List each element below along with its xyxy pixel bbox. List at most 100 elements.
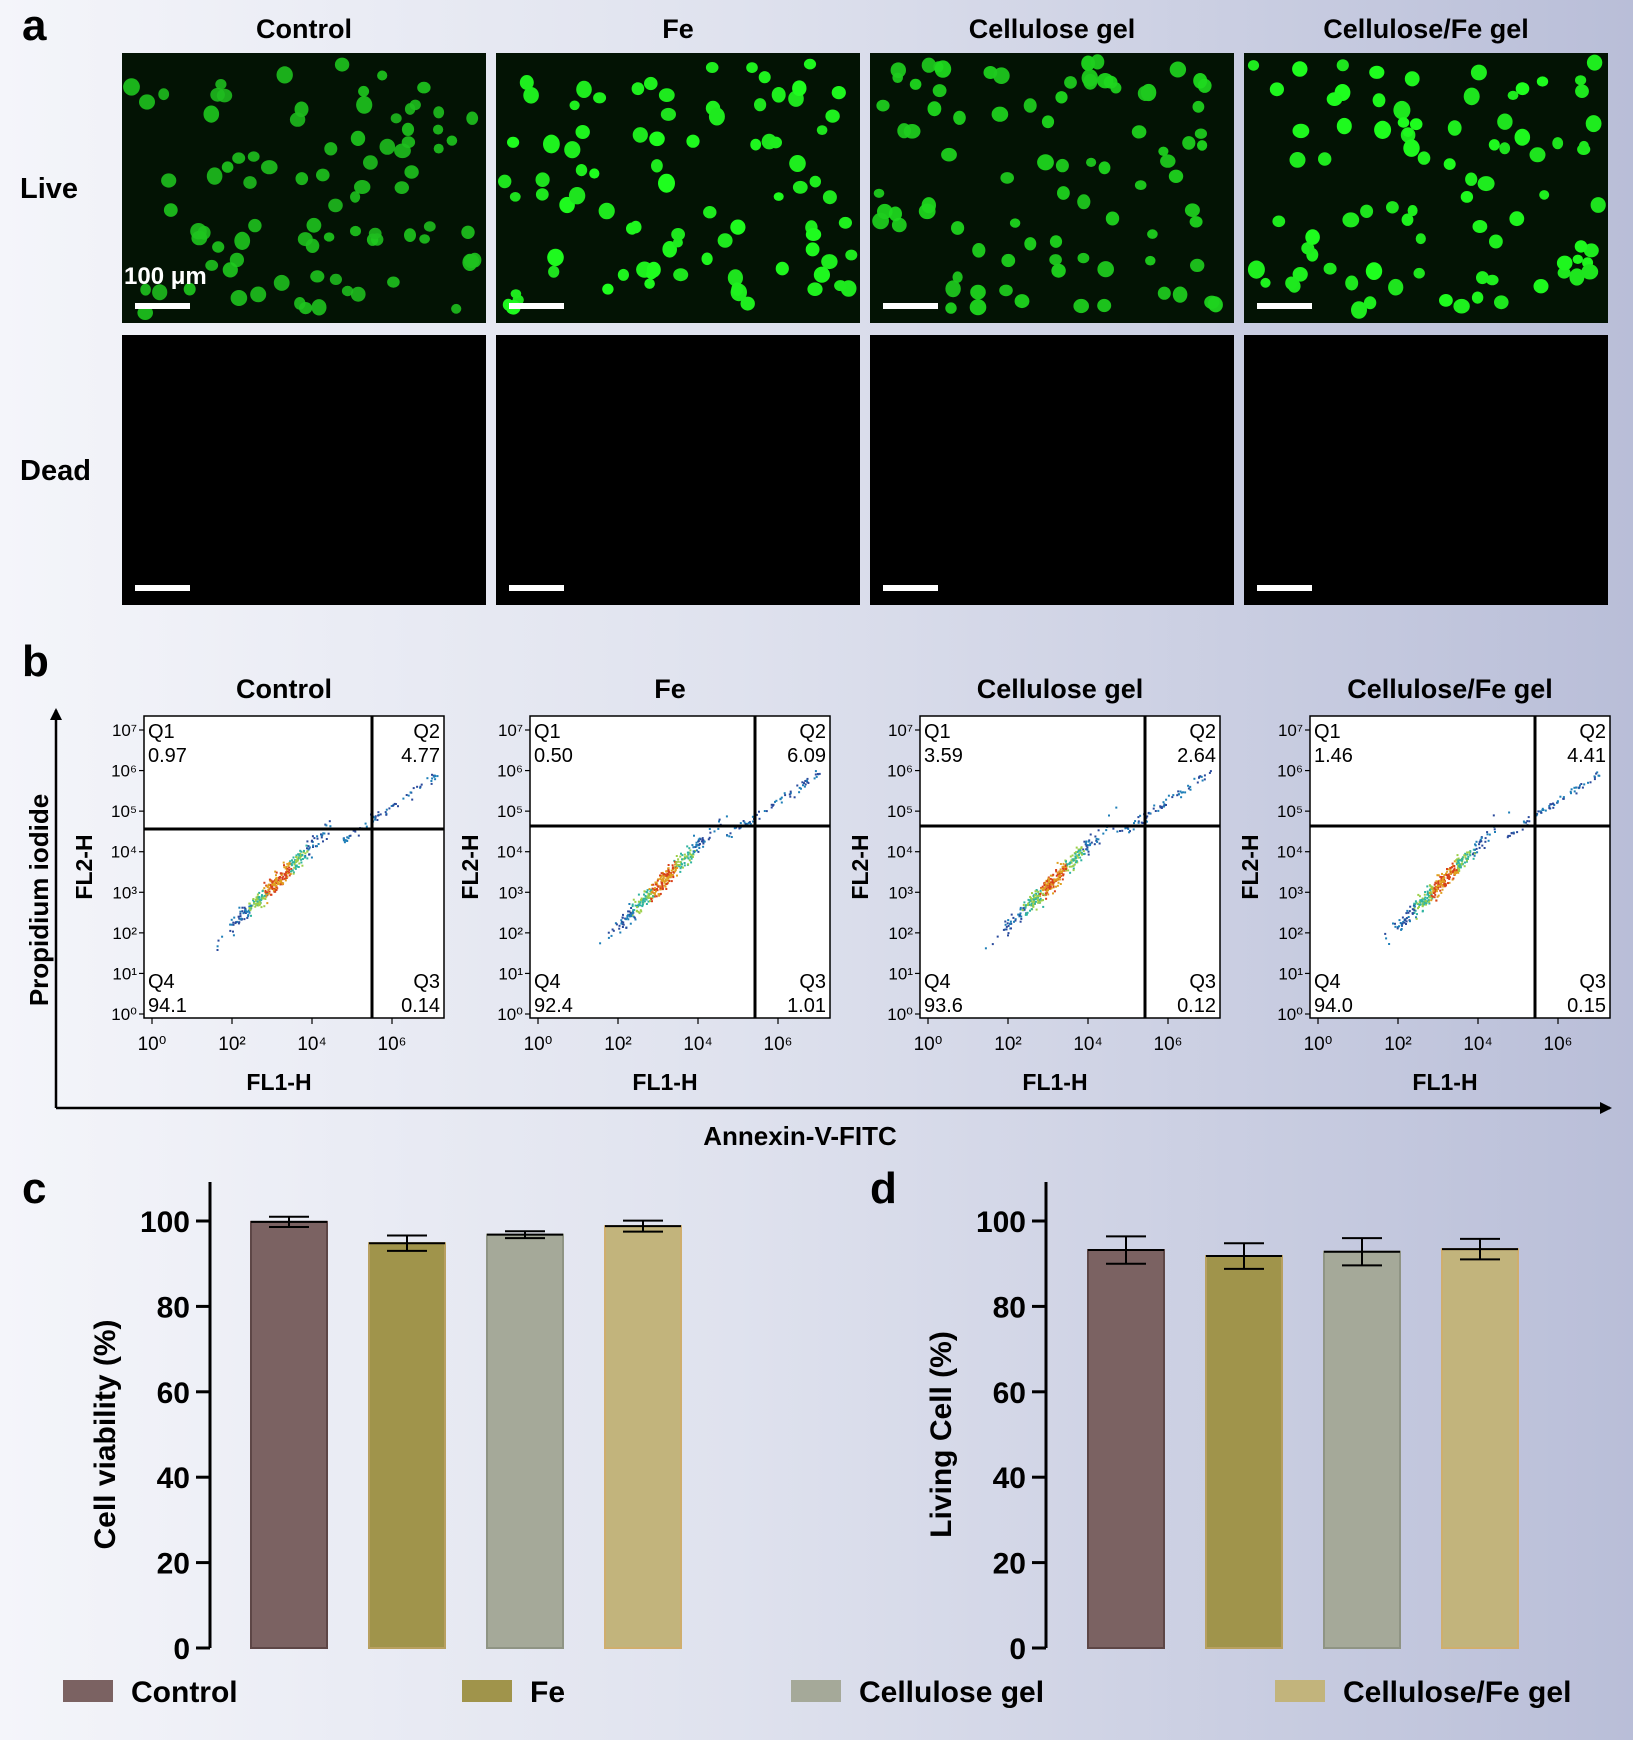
row-label: Dead xyxy=(20,455,91,487)
event-dot xyxy=(1411,912,1414,915)
quadrant-value: 3.59 xyxy=(924,745,963,767)
event-dot xyxy=(1414,900,1417,903)
event-dot xyxy=(1430,896,1433,899)
event-dot xyxy=(1027,898,1030,901)
event-dot xyxy=(216,945,219,948)
cell xyxy=(1292,61,1308,77)
event-dot xyxy=(239,918,242,921)
cell xyxy=(1514,128,1531,146)
event-dot xyxy=(1124,827,1127,830)
event-dot xyxy=(703,840,706,843)
event-dot xyxy=(1083,840,1086,843)
event-dot xyxy=(1419,899,1422,902)
event-dot xyxy=(1562,797,1565,800)
event-dot xyxy=(1454,873,1457,876)
event-dot xyxy=(260,898,263,901)
event-dot xyxy=(1458,859,1461,862)
quadrant-label: Q1 xyxy=(1314,721,1341,743)
cell xyxy=(404,103,416,115)
event-dot xyxy=(397,805,399,808)
event-dot xyxy=(667,877,670,880)
event-dot xyxy=(1455,872,1458,874)
event-dot xyxy=(263,887,266,890)
event-dot xyxy=(266,891,269,894)
quadrant-value: 94.1 xyxy=(148,995,187,1017)
event-dot xyxy=(695,845,698,848)
event-dot xyxy=(665,879,668,882)
event-dot xyxy=(254,900,257,903)
quadrant-label: Q2 xyxy=(799,721,826,743)
cell xyxy=(390,113,402,124)
event-dot xyxy=(671,867,674,870)
quadrant-label: Q4 xyxy=(534,971,561,993)
event-dot xyxy=(1460,859,1463,862)
cell xyxy=(1326,92,1343,106)
y-tick-label: 10⁵ xyxy=(887,802,913,821)
event-dot xyxy=(293,863,296,866)
cell xyxy=(758,71,771,84)
event-dot xyxy=(249,907,252,910)
event-dot xyxy=(1189,785,1192,788)
event-dot xyxy=(1087,840,1090,843)
event-dot xyxy=(1448,876,1451,879)
event-dot xyxy=(1466,851,1469,854)
event-dot xyxy=(1398,925,1400,928)
dead-image xyxy=(870,335,1234,605)
event-dot xyxy=(802,784,804,787)
x-tick-label: 10² xyxy=(1384,1034,1411,1055)
cell xyxy=(446,135,458,146)
event-dot xyxy=(1428,884,1431,887)
event-dot xyxy=(690,854,693,856)
event-dot xyxy=(1019,920,1022,923)
event-dot xyxy=(1009,920,1012,923)
event-dot xyxy=(285,874,288,877)
event-dot xyxy=(679,870,682,873)
event-dot xyxy=(670,869,673,872)
cell xyxy=(970,284,986,300)
cell xyxy=(1477,176,1495,192)
event-dot xyxy=(615,923,618,926)
event-dot xyxy=(1062,873,1065,876)
event-dot xyxy=(1396,927,1399,930)
cell xyxy=(509,192,521,202)
event-dot xyxy=(317,843,320,845)
legend-swatch xyxy=(462,1680,512,1702)
cell xyxy=(310,270,325,283)
event-dot xyxy=(324,823,327,826)
cell xyxy=(1372,93,1386,108)
event-dot xyxy=(1082,853,1085,856)
event-dot xyxy=(1042,892,1045,895)
quadrant-value: 2.64 xyxy=(1177,745,1216,767)
event-dot xyxy=(1472,848,1475,851)
event-dot xyxy=(640,898,642,901)
quadrant-label: Q3 xyxy=(1579,971,1606,993)
cell xyxy=(423,221,436,232)
event-dot xyxy=(1453,860,1456,863)
cell xyxy=(1323,262,1337,275)
event-dot xyxy=(1439,889,1442,892)
event-dot xyxy=(1097,838,1100,841)
event-dot xyxy=(1456,854,1459,857)
event-dot xyxy=(264,889,267,892)
event-dot xyxy=(674,866,676,869)
event-dot xyxy=(1448,878,1451,880)
event-dot xyxy=(1449,868,1452,871)
y-tick-label: 10³ xyxy=(498,883,523,902)
event-dot xyxy=(1439,875,1442,878)
event-dot xyxy=(357,834,360,837)
event-dot xyxy=(1427,900,1430,903)
event-dot xyxy=(1039,893,1042,895)
cell xyxy=(773,192,784,201)
x-tick-label: 10⁶ xyxy=(1544,1034,1573,1055)
event-dot xyxy=(257,898,260,901)
event-dot xyxy=(1078,852,1081,855)
event-dot xyxy=(1056,877,1059,880)
cell xyxy=(658,88,675,102)
event-dot xyxy=(1488,833,1491,836)
cell xyxy=(888,206,903,222)
quadrant-value: 0.50 xyxy=(534,745,573,767)
event-dot xyxy=(1180,796,1183,799)
cell xyxy=(1182,136,1196,150)
cell xyxy=(1105,211,1120,226)
event-dot xyxy=(1457,857,1460,860)
